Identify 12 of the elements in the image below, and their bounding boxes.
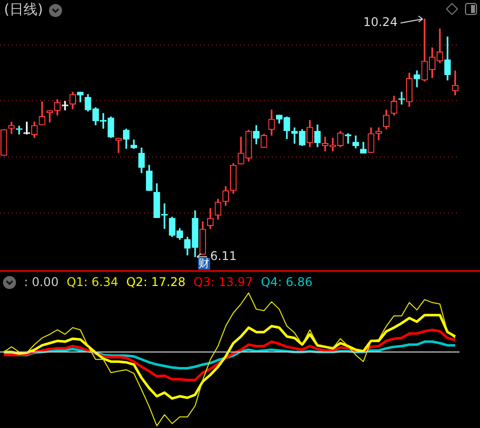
text: : 0.00 [24, 275, 59, 289]
candlestick [414, 70, 420, 88]
text: Q1: 6.34 [66, 275, 118, 289]
chart-title: (日线) [4, 1, 43, 19]
annotation: 财 [198, 257, 210, 270]
text: Q4: 6.86 [260, 275, 312, 289]
candlestick [115, 138, 122, 153]
annotation: 6.11 [210, 248, 237, 263]
text: Q3: 13.97 [194, 275, 253, 289]
text: Q2: 17.28 [126, 275, 186, 289]
annotation: 10.24 [363, 15, 398, 30]
candlestick [62, 100, 68, 110]
